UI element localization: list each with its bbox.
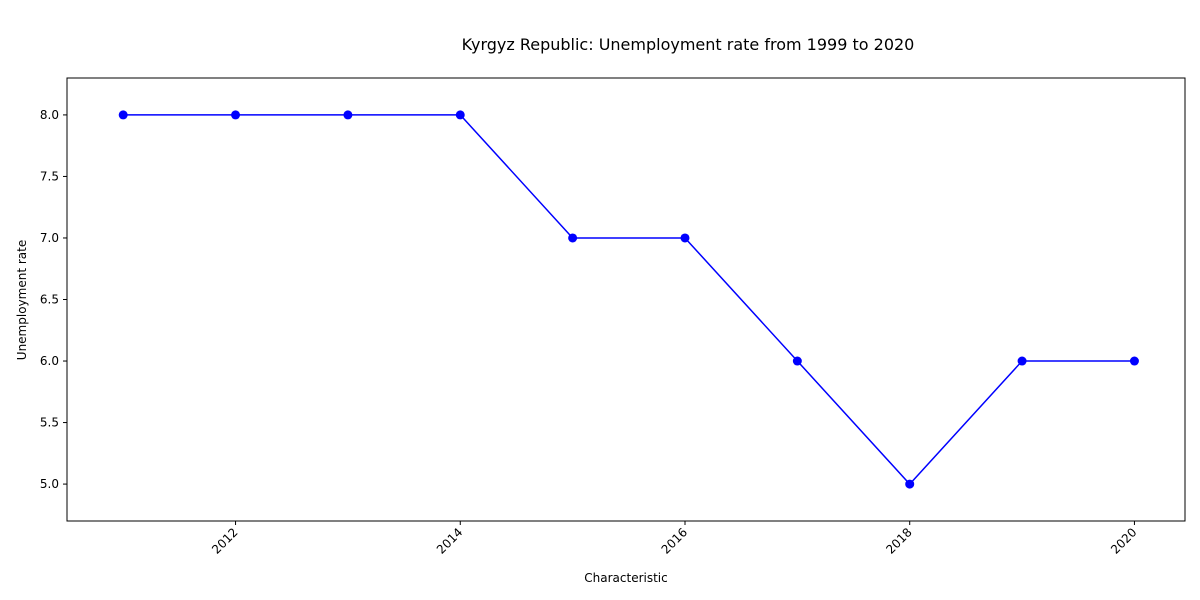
series-group bbox=[118, 110, 1139, 489]
y-tick-label: 8.0 bbox=[40, 108, 59, 122]
data-point bbox=[343, 110, 353, 120]
y-tick-label: 7.0 bbox=[40, 231, 59, 245]
plot-area bbox=[66, 77, 1186, 522]
data-point bbox=[1017, 356, 1027, 366]
x-tick-label: 2014 bbox=[434, 525, 465, 556]
x-axis-label: Characteristic bbox=[584, 571, 667, 585]
data-point bbox=[231, 110, 241, 120]
x-tick-label: 2012 bbox=[209, 525, 240, 556]
series-line bbox=[123, 114, 1135, 486]
data-point bbox=[568, 233, 578, 243]
x-axis: 2012 2014 2016 2018 2020 bbox=[209, 521, 1140, 557]
data-point bbox=[905, 479, 915, 489]
y-axis: 5.0 5.5 6.0 6.5 7.0 7.5 8.0 bbox=[40, 108, 67, 491]
y-tick-label: 6.0 bbox=[40, 354, 59, 368]
y-axis-label: Unemployment rate bbox=[15, 240, 29, 360]
chart-title: Kyrgyz Republic: Unemployment rate from … bbox=[462, 35, 915, 54]
data-point bbox=[118, 110, 128, 120]
x-tick-label: 2016 bbox=[659, 525, 690, 556]
x-tick-label: 2020 bbox=[1108, 525, 1139, 556]
y-tick-label: 5.5 bbox=[40, 416, 59, 430]
data-point bbox=[680, 233, 690, 243]
y-tick-label: 7.5 bbox=[40, 169, 59, 183]
y-tick-label: 5.0 bbox=[40, 477, 59, 491]
data-point bbox=[792, 356, 802, 366]
y-tick-label: 6.5 bbox=[40, 293, 59, 307]
data-point bbox=[455, 110, 465, 120]
x-tick-label: 2018 bbox=[883, 525, 914, 556]
data-point bbox=[1129, 356, 1139, 366]
